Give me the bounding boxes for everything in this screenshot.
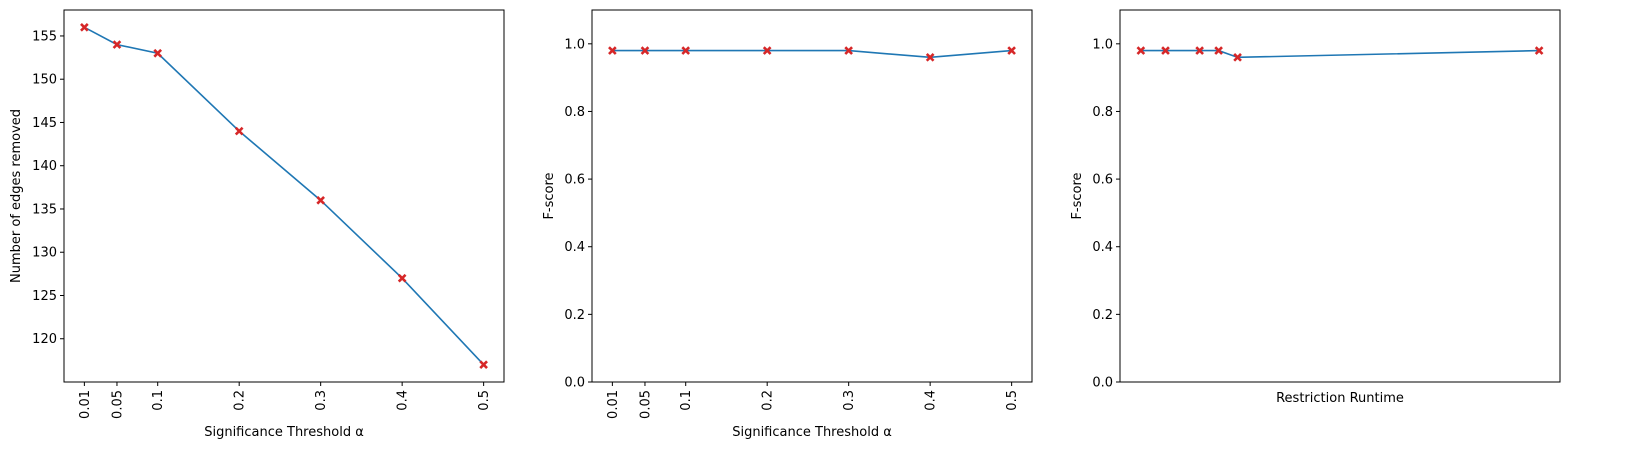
chart-panel-fscore-runtime: Restriction Runtime F-score [1070, 9, 1561, 406]
y-tick-label: 0.6 [1092, 173, 1113, 188]
y-tick-label: 0.2 [1092, 308, 1113, 323]
data-point-stroke [608, 46, 617, 55]
x-tick-label: 0.2 [233, 390, 248, 411]
series-line [83, 26, 485, 366]
data-point [1136, 46, 1146, 55]
plot-area [63, 9, 505, 383]
x-tick-label: 0.4 [924, 390, 939, 411]
data-point-stroke [681, 46, 691, 55]
y-axis-label: F-score [542, 172, 557, 219]
data-point [925, 53, 935, 62]
data-point [234, 126, 244, 136]
x-tick-label: 0.1 [679, 390, 694, 411]
y-tick-label: 1.0 [1092, 37, 1113, 52]
y-tick-label: 0.0 [564, 376, 585, 391]
x-tick-label: 0.5 [1005, 390, 1020, 411]
y-axis-label: F-score [1070, 172, 1085, 219]
data-point [1233, 53, 1242, 62]
y-tick-label: 135 [32, 202, 57, 217]
data-point [479, 360, 488, 370]
x-tick-label: 0.05 [638, 390, 653, 419]
x-tick-label: 0.5 [477, 390, 492, 411]
data-point [112, 40, 122, 49]
chart-panel-edges-removed: Significance Threshold α Number of edges… [9, 9, 505, 440]
data-point-stroke [640, 46, 650, 55]
data-point-stroke [397, 273, 407, 283]
data-point-stroke [1161, 46, 1170, 55]
x-tick-label: 0.05 [110, 390, 125, 419]
y-tick-label: 0.4 [564, 240, 585, 255]
data-point-stroke [1233, 53, 1242, 62]
y-tick-label: 120 [32, 332, 57, 347]
x-tick-label: 0.01 [78, 390, 93, 419]
y-tick-label: 125 [32, 289, 57, 304]
y-tick-label: 0.6 [564, 173, 585, 188]
chart-marks-3: 0.0 0.2 0.4 0.6 0.8 1.0 [1092, 37, 1544, 391]
x-tick-label: 0.3 [842, 390, 857, 411]
x-tick-label: 0.01 [606, 390, 621, 419]
y-tick-label: 130 [32, 246, 57, 261]
data-point-stroke [1214, 46, 1223, 55]
data-point [316, 196, 325, 205]
data-point-stroke [1007, 46, 1016, 55]
data-point-stroke [1534, 46, 1544, 55]
data-point-stroke [1195, 46, 1204, 55]
data-point-stroke [316, 196, 325, 205]
y-tick-label: 0.0 [1092, 376, 1113, 391]
data-point [1195, 46, 1204, 55]
series-line [1140, 49, 1540, 59]
y-tick-label: 155 [32, 29, 57, 44]
data-point-stroke [925, 53, 935, 62]
data-point [1214, 46, 1223, 55]
data-point [608, 46, 617, 55]
data-point-stroke [80, 22, 89, 32]
x-tick-label: 0.3 [314, 390, 329, 411]
x-axis-label: Restriction Runtime [1276, 391, 1404, 406]
data-point [153, 48, 163, 58]
plot-area [591, 9, 1033, 383]
y-tick-label: 0.4 [1092, 240, 1113, 255]
y-axis-label: Number of edges removed [9, 109, 24, 283]
data-point [640, 46, 650, 55]
data-point [1007, 46, 1016, 55]
data-point [80, 22, 89, 32]
series-line [612, 49, 1012, 59]
x-tick-label: 0.4 [396, 390, 411, 411]
y-tick-label: 0.8 [564, 105, 585, 120]
data-point-stroke [234, 126, 244, 136]
x-axis-label: Significance Threshold α [732, 425, 892, 440]
y-tick-label: 140 [32, 159, 57, 174]
data-point-stroke [479, 360, 488, 370]
data-point-stroke [762, 46, 772, 55]
y-tick-label: 0.8 [1092, 105, 1113, 120]
x-tick-label: 0.2 [761, 390, 776, 411]
chart-marks-2: 0.0 0.2 0.4 0.6 0.8 1.0 0.01 0.05 0.1 0.2 0.3 0.4 0.… [564, 37, 1020, 419]
x-tick-label: 0.1 [151, 390, 166, 411]
data-point [762, 46, 772, 55]
y-tick-label: 150 [32, 73, 57, 88]
x-axis-label: Significance Threshold α [204, 425, 364, 440]
data-point [1161, 46, 1170, 55]
chart-marks-1: 120 125 130 135 140 145 150 155 0.01 0.05 0.1 0.2 0.… [32, 22, 492, 419]
data-point [1534, 46, 1544, 55]
data-point [681, 46, 691, 55]
chart-panel-fscore-threshold: Significance Threshold α F-score [542, 9, 1033, 440]
data-point-stroke [112, 40, 122, 49]
y-tick-label: 1.0 [564, 37, 585, 52]
data-point-stroke [1136, 46, 1146, 55]
y-tick-label: 0.2 [564, 308, 585, 323]
plot-area [1119, 9, 1561, 383]
y-tick-label: 145 [32, 116, 57, 131]
data-point-stroke [153, 48, 163, 58]
data-point [397, 273, 407, 283]
data-point [844, 46, 853, 55]
data-point-stroke [844, 46, 853, 55]
